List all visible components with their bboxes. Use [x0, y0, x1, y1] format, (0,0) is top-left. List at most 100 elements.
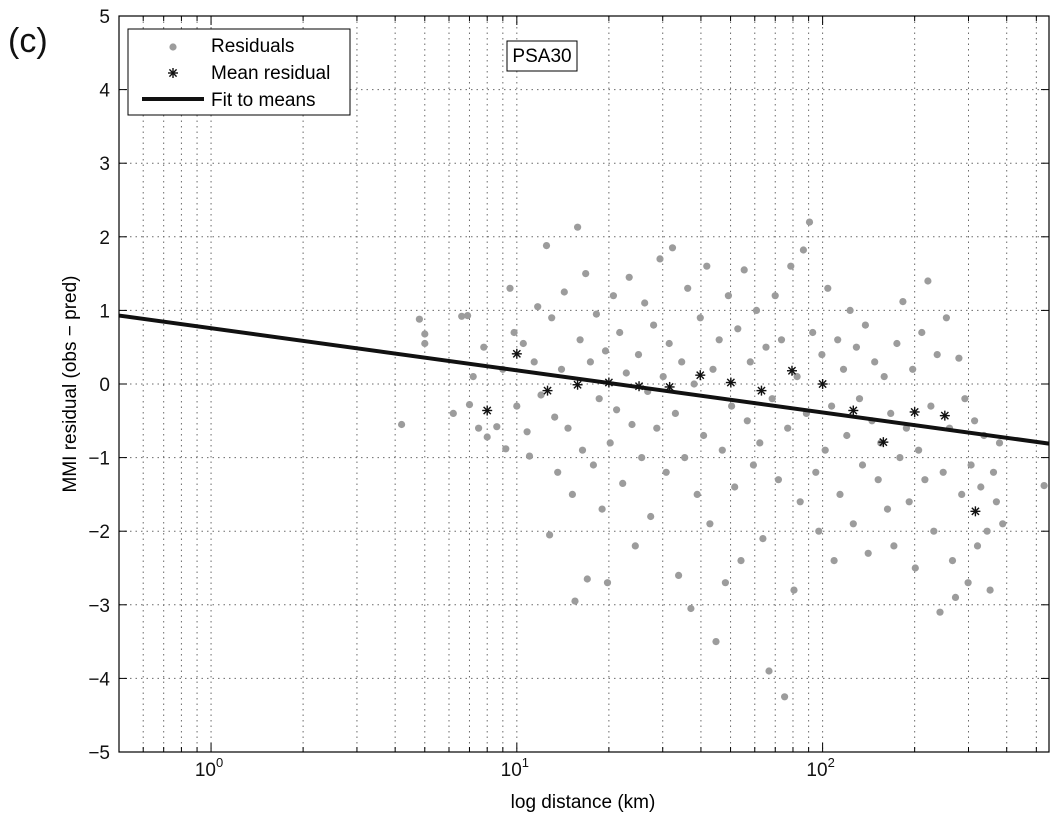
residual-point — [858, 461, 867, 469]
residual-point — [983, 527, 991, 535]
residual-point — [989, 468, 998, 476]
residual-point — [458, 312, 466, 320]
residual-point — [583, 575, 591, 583]
annotation-group: PSA30 — [506, 40, 578, 72]
mean-residual-point — [634, 381, 645, 392]
residual-point — [762, 343, 770, 351]
residual-point — [971, 417, 979, 425]
y-axis-label: MMI residual (obs − pred) — [60, 276, 81, 493]
residual-point — [696, 314, 704, 322]
residual-point — [595, 395, 603, 403]
legend: Residuals Mean residual Fit to means — [127, 28, 351, 116]
residual-point — [465, 401, 474, 409]
residual-point — [815, 527, 823, 535]
residual-point — [796, 498, 804, 506]
legend-mean-label: Mean residual — [211, 63, 330, 84]
legend-box — [127, 28, 351, 116]
residual-point — [852, 343, 861, 351]
residual-point — [530, 358, 538, 366]
residual-point — [589, 461, 598, 469]
residual-point — [883, 505, 892, 513]
residual-point — [834, 336, 842, 344]
residual-point — [839, 365, 848, 373]
y-tick-label: −4 — [88, 669, 110, 690]
residual-point — [718, 446, 726, 454]
residual-point — [578, 446, 587, 454]
residual-point — [609, 292, 618, 300]
residual-point — [582, 270, 590, 278]
residual-point — [740, 266, 748, 274]
residual-point — [864, 549, 872, 557]
residual-point — [765, 667, 773, 675]
residual-point — [728, 402, 736, 410]
residual-point — [799, 246, 808, 254]
residual-point — [951, 593, 960, 602]
residual-point — [469, 373, 477, 381]
x-tick-label: 102 — [806, 755, 834, 781]
residual-point — [619, 479, 627, 487]
residual-point — [787, 262, 795, 270]
residual-point — [836, 490, 844, 498]
residual-point — [668, 244, 677, 252]
x-axis-label: log distance (km) — [511, 792, 656, 813]
residual-point — [564, 424, 572, 432]
residual-point — [675, 571, 683, 580]
mean-residual-point — [695, 370, 706, 381]
residual-point — [684, 284, 692, 292]
residual-point — [942, 314, 951, 322]
residual-point — [995, 439, 1004, 447]
residual-point — [967, 461, 975, 469]
residual-point — [641, 299, 649, 307]
residual-point — [986, 586, 994, 594]
residual-point — [902, 424, 911, 432]
mean-residual-point — [542, 385, 553, 396]
legend-residuals-marker — [169, 43, 177, 51]
residual-point — [843, 431, 851, 440]
residual-point — [574, 223, 582, 231]
residual-point — [958, 490, 966, 498]
residual-point — [586, 358, 595, 366]
residual-point — [712, 638, 720, 646]
residual-point — [1040, 482, 1048, 490]
y-tick-label: 1 — [99, 301, 110, 322]
residual-point — [502, 445, 510, 453]
residual-point — [752, 306, 761, 314]
residual-point — [774, 476, 783, 484]
residual-point — [638, 454, 646, 462]
residual-point — [475, 424, 483, 432]
residual-point — [519, 339, 527, 348]
residual-point — [830, 557, 838, 565]
residual-point — [734, 325, 742, 333]
residual-point — [936, 608, 944, 616]
residual-point — [421, 330, 429, 338]
residual-point — [933, 351, 941, 359]
residual-point — [548, 314, 556, 322]
residual-point — [622, 369, 630, 377]
residual-point — [756, 439, 764, 447]
residual-point — [818, 351, 826, 359]
residual-point — [924, 277, 932, 285]
residual-point — [523, 428, 531, 436]
residual-point — [546, 531, 554, 539]
mean-residual-point — [817, 379, 828, 389]
residual-point — [874, 476, 882, 484]
residual-point — [398, 420, 406, 429]
residual-point — [821, 446, 829, 454]
residual-point — [650, 321, 658, 329]
legend-residuals-label: Residuals — [211, 36, 294, 57]
residual-point — [771, 292, 779, 300]
residual-point — [598, 505, 606, 513]
fit-line — [118, 313, 1050, 446]
residual-point — [415, 315, 423, 323]
residual-point — [625, 273, 633, 281]
residual-point — [681, 454, 689, 462]
residual-point — [880, 373, 888, 381]
residual-point — [939, 468, 947, 476]
y-tick-label: 0 — [99, 375, 110, 396]
residual-point — [603, 579, 612, 587]
residual-point — [737, 557, 745, 565]
residual-point — [613, 406, 621, 414]
residual-point — [510, 328, 518, 337]
residual-point — [871, 358, 879, 366]
residual-point — [709, 365, 717, 373]
